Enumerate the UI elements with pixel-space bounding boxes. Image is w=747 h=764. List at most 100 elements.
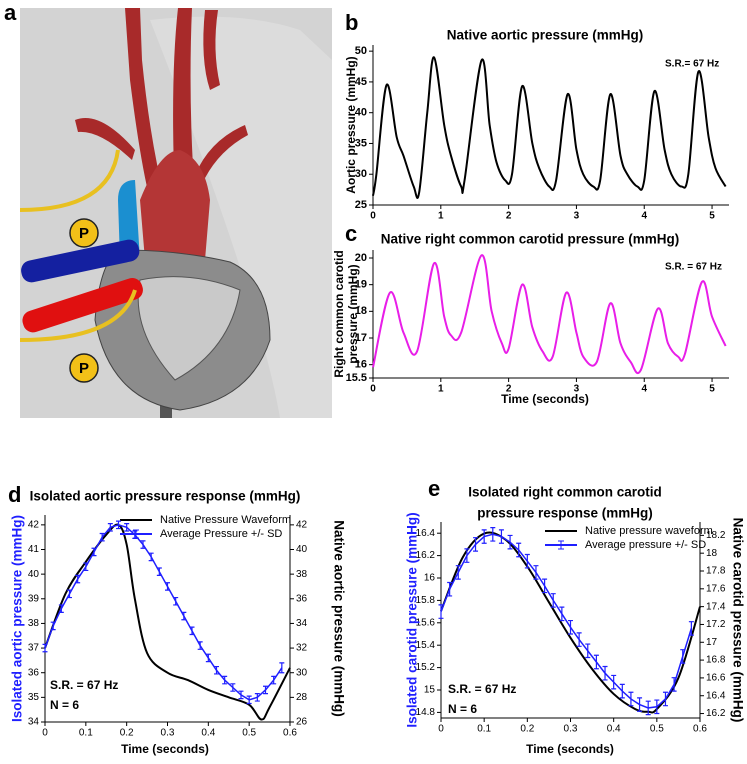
data-line (440, 533, 693, 709)
y2-tick-label: 40 (296, 544, 308, 555)
y-tick-label: 34 (28, 717, 40, 728)
error-bar (107, 523, 113, 532)
y2-axis-label: Native carotid pressure (mmHg) (730, 518, 745, 723)
x-tick-label: 1 (438, 384, 444, 395)
error-bar (568, 619, 573, 635)
y2-tick-label: 34 (296, 618, 308, 629)
x-tick-label: 5 (709, 384, 715, 395)
legend-swatch (558, 540, 564, 550)
error-bar (628, 691, 634, 707)
error-bar (447, 581, 453, 597)
x-axis-label: Time (seconds) (501, 392, 589, 406)
y2-tick-label: 16.8 (706, 655, 726, 666)
data-line (44, 524, 283, 701)
error-bar (197, 641, 203, 650)
aorta (140, 150, 210, 260)
error-bar (542, 578, 548, 594)
y-tick-label: 15.5 (346, 372, 367, 384)
vessel (203, 10, 220, 90)
error-bar (205, 653, 211, 663)
x-tick-label: 4 (641, 211, 647, 222)
panel-label: e (428, 476, 440, 501)
x-tick-label: 0.2 (120, 728, 134, 739)
pump-label: P (79, 225, 89, 242)
data-line (372, 56, 727, 199)
y2-tick-label: 32 (296, 643, 308, 654)
chart-title: Native aortic pressure (mmHg) (447, 28, 644, 43)
x-tick-label: 2 (506, 211, 512, 222)
y2-axis-label: Native aortic pressure (mmHg) (331, 520, 346, 717)
annotation: S.R. = 67 Hz (50, 678, 118, 692)
error-bar (611, 674, 617, 690)
error-bar (254, 693, 260, 702)
y-tick-label: 17 (355, 332, 367, 344)
data-line (372, 254, 727, 375)
x-tick-label: 0.5 (242, 728, 256, 739)
chart-title: pressure response (mmHg) (477, 506, 653, 521)
y-tick-label: 16 (424, 573, 436, 584)
error-bar (181, 611, 187, 621)
x-tick-label: 1 (438, 211, 444, 222)
x-tick-label: 0.1 (477, 724, 491, 735)
error-bar (140, 540, 146, 549)
x-tick-label: 0 (370, 384, 376, 395)
x-tick-label: 0.6 (283, 728, 297, 739)
chart: d Isolated aortic pressure response (mmHg… (8, 482, 346, 756)
y2-tick-label: 30 (296, 667, 308, 678)
error-bar (156, 567, 162, 576)
body-shadow (150, 16, 332, 419)
legend-label: Average pressure +/- SD (585, 539, 706, 551)
x-axis-label: Time (seconds) (121, 742, 209, 756)
error-bar (124, 523, 130, 532)
y2-tick-label: 26 (296, 717, 308, 728)
y-axis-label: Aortic pressure (mmHg) (344, 56, 358, 193)
vena-cava (118, 180, 140, 260)
y-tick-label: 45 (355, 76, 367, 88)
error-bar (662, 691, 668, 707)
error-bar (83, 562, 89, 572)
y2-tick-label: 17.6 (706, 583, 726, 594)
y2-tick-label: 16.2 (706, 708, 726, 719)
x-tick-label: 0.6 (693, 724, 707, 735)
error-bar (222, 675, 228, 685)
x-tick-label: 3 (574, 211, 580, 222)
chart-title: Isolated aortic pressure response (mmHg) (30, 489, 301, 504)
error-bar (473, 537, 479, 552)
panel-label: d (8, 482, 21, 507)
x-tick-label: 0.2 (520, 724, 534, 735)
y-tick-label: 40 (355, 107, 367, 119)
error-bar (576, 632, 582, 647)
y2-tick-label: 18.2 (706, 530, 726, 541)
error-bar (464, 548, 470, 563)
y-tick-label: 35 (28, 692, 40, 703)
heart-chamber (137, 276, 241, 381)
y-tick-label: 15 (424, 685, 436, 696)
error-bar (637, 697, 643, 712)
y-tick-label: 19 (355, 279, 367, 291)
pump-icon (69, 353, 99, 383)
error-bar (481, 529, 487, 544)
y-tick-label: 25 (355, 199, 367, 211)
red-tube (22, 278, 143, 333)
y-tick-label: 15.4 (416, 640, 436, 651)
y2-tick-label: 28 (296, 692, 308, 703)
error-bar (246, 695, 252, 705)
error-bar (438, 604, 444, 619)
y2-tick-label: 16.4 (706, 690, 726, 701)
y-tick-label: 30 (355, 168, 367, 180)
annotation: S.R. = 67 Hz (448, 682, 516, 696)
y-tick-label: 40 (28, 569, 40, 580)
error-bar (263, 685, 268, 695)
y-axis-label: pressure (mmHg) (346, 264, 360, 363)
x-tick-label: 0 (370, 211, 376, 222)
pump-label: P (79, 360, 89, 377)
y-axis-label: Isolated aortic pressure (mmHg) (10, 515, 25, 722)
error-bar (645, 700, 651, 716)
error-bar (50, 621, 56, 631)
error-bar (550, 593, 556, 608)
chart-title: Isolated right common carotid (468, 485, 662, 500)
x-tick-label: 0.5 (650, 724, 664, 735)
error-bar (559, 606, 565, 622)
